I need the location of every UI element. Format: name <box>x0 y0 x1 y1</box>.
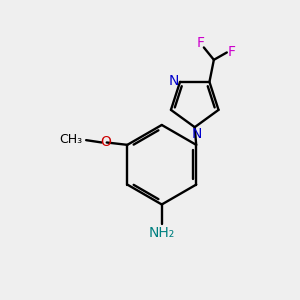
Text: N: N <box>192 127 202 141</box>
Text: F: F <box>196 36 205 50</box>
Text: CH₃: CH₃ <box>59 133 82 146</box>
Text: F: F <box>228 45 236 59</box>
Text: O: O <box>100 136 111 149</box>
Text: N: N <box>168 74 179 88</box>
Text: NH₂: NH₂ <box>149 226 175 240</box>
